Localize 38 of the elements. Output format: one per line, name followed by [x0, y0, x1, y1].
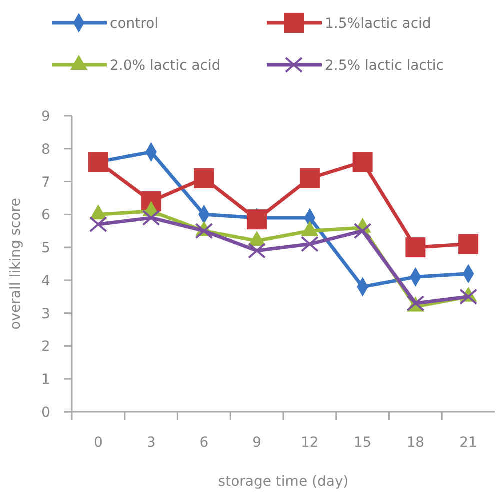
point [195, 223, 214, 240]
y-tick-label: 7 [42, 174, 50, 191]
x-tick-label: 12 [301, 435, 319, 451]
point [142, 210, 160, 226]
y-tick-label: 2 [42, 339, 50, 356]
x-tick-label: 21 [460, 435, 478, 451]
y-tick-label: 5 [42, 240, 50, 257]
point [89, 216, 108, 233]
point [354, 223, 372, 240]
y-tick-label: 6 [42, 208, 51, 224]
y-tick-label: 1 [42, 372, 50, 388]
legend-label: control [110, 16, 159, 32]
x-tick-label: 0 [94, 435, 103, 451]
x-tick-label: 15 [354, 435, 372, 451]
x-tick-label: 6 [200, 435, 209, 451]
y-tick-label: 0 [42, 405, 50, 421]
point [88, 152, 108, 172]
legend-label: 2.0% lactic acid [110, 58, 221, 74]
point [194, 168, 214, 188]
x-tick-label: 3 [146, 435, 156, 451]
point [406, 238, 426, 258]
legend-label: 2.5% lactic lactic [325, 58, 444, 74]
point [458, 234, 479, 254]
y-axis-title: overall liking score [8, 198, 24, 330]
y-tick-label: 3 [42, 306, 50, 322]
point [248, 242, 266, 259]
legend-label: 1.5%lactic acid [325, 16, 432, 32]
y-tick-label: 8 [42, 142, 50, 158]
y-tick-label: 4 [42, 273, 51, 290]
point [460, 288, 478, 305]
x-tick-label: 9 [252, 435, 262, 451]
point [352, 152, 373, 172]
y-tick-label: 9 [42, 109, 50, 125]
x-axis-title: storage time (day) [218, 474, 349, 490]
point [300, 168, 320, 188]
point [247, 210, 268, 230]
x-tick-label: 18 [406, 435, 425, 451]
point [300, 236, 319, 252]
